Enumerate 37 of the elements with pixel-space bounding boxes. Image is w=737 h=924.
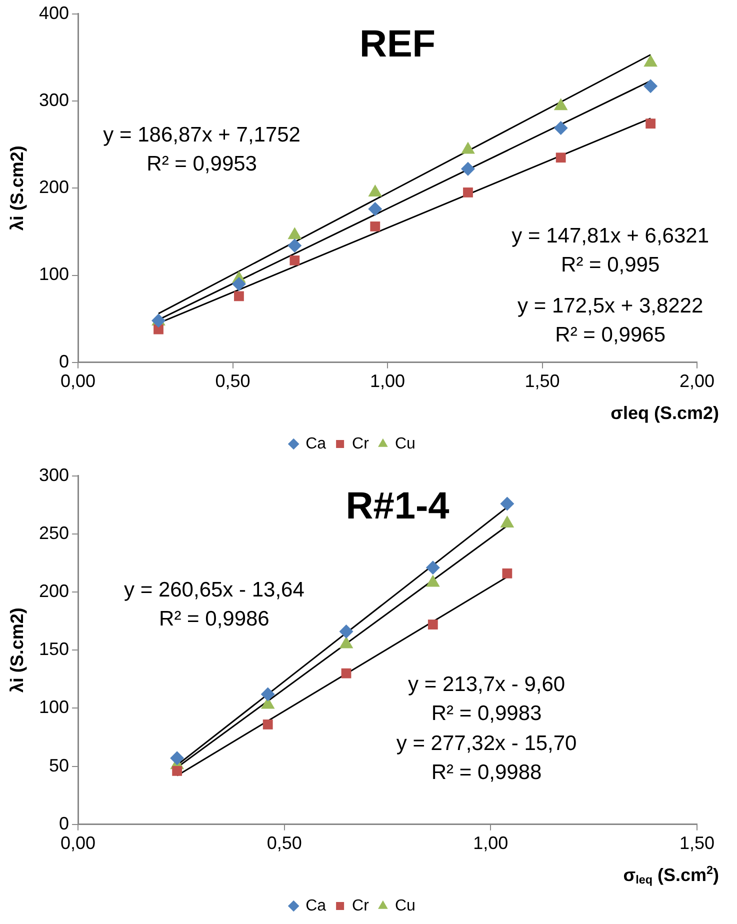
annotation: y = 186,87x + 7,1752 R² = 0,9953 (103, 124, 300, 176)
y-tick-label: 300 (38, 90, 70, 110)
legend-label: Ca (306, 435, 326, 452)
y-tick-label: 150 (38, 639, 70, 660)
legend-label: Cu (394, 435, 416, 452)
y-tick-label: 400 (38, 2, 70, 23)
x-tick-label: 1,50 (524, 371, 560, 392)
annotation: y = 147,81x + 6,6321 R² = 0,995 (512, 224, 710, 277)
annotation: y = 260,65x - 13,64 R² = 0,9986 (124, 578, 305, 631)
y-tick-label: 250 (38, 522, 70, 543)
x-tick-label: 1,50 (679, 833, 715, 854)
y-tick-label: 50 (49, 755, 70, 776)
y-tick-label: 0 (59, 813, 70, 834)
x-tick-label: 1,00 (473, 833, 508, 854)
y-tick-label: 200 (38, 177, 70, 198)
legend-label: Cr (352, 897, 370, 914)
x-tick-label: 0,00 (60, 371, 96, 392)
y-axis-title: λi (S.cm2) (6, 608, 27, 693)
annotation: y = 172,5x + 3,8222 R² = 0,9965 (518, 294, 704, 346)
legend-label: Cr (352, 435, 370, 452)
legend-label: Ca (306, 897, 326, 914)
x-tick-label: 0,50 (215, 371, 250, 392)
chart-title: REF (360, 23, 436, 66)
y-tick-label: 100 (38, 697, 70, 718)
x-tick-label: 1,00 (370, 371, 406, 392)
legend-label: Cu (394, 897, 416, 914)
x-tick-label: 0,00 (60, 833, 96, 854)
x-tick-label: 0,50 (266, 833, 302, 854)
annotation: y = 277,32x - 15,70 R² = 0,9988 (396, 732, 577, 784)
y-tick-label: 300 (38, 464, 70, 485)
y-axis-title: λi (S.cm2) (6, 146, 27, 231)
chart-title: R#1-4 (346, 485, 450, 528)
y-tick-label: 0 (59, 351, 70, 372)
x-tick-label: 2,00 (679, 371, 715, 392)
y-tick-label: 100 (38, 264, 70, 284)
x-axis-title: σleq (S.cm2) (610, 402, 720, 423)
y-tick-label: 200 (38, 580, 70, 601)
